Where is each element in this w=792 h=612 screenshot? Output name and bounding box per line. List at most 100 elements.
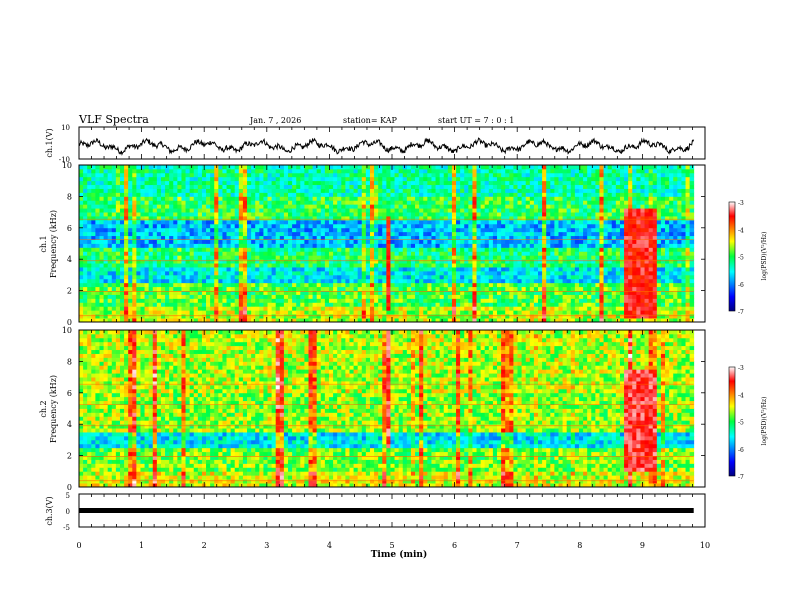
spectrogram-column: [521, 318, 527, 323]
spectrogram-column: [587, 483, 592, 488]
spectrogram-column: [558, 483, 563, 488]
spectrogram-column: [669, 318, 674, 323]
colorbar-tick-label: -7: [738, 474, 744, 481]
spectrogram-column: [283, 483, 289, 488]
spectrogram-column: [591, 483, 596, 488]
spectrogram-column: [136, 318, 141, 323]
spectrogram-column: [660, 318, 666, 323]
spectrogram-column: [320, 318, 326, 323]
spectrogram-column: [197, 318, 203, 323]
spectrogram-column: [242, 483, 248, 488]
spectrogram-column: [132, 318, 137, 323]
spectrogram-column: [333, 318, 338, 323]
spectrogram-column: [513, 483, 518, 488]
ch2-frequency-axis: 0 2 4 6 8 10: [62, 326, 705, 492]
spectrogram-column: [288, 318, 293, 323]
spectrogram-column: [341, 318, 346, 323]
spectrogram-column: [271, 318, 277, 323]
figure-title: VLF Spectra: [78, 113, 149, 126]
spectrogram-column: [181, 318, 186, 323]
spectrogram-column: [144, 483, 150, 488]
spectrogram-column: [538, 483, 543, 488]
frequency-tick-label: 0: [67, 318, 72, 327]
spectrogram-column: [308, 483, 313, 488]
spectrogram-column: [394, 483, 400, 488]
spectrogram-column: [570, 483, 576, 488]
spectrogram-column: [148, 483, 154, 488]
spectrogram-column: [345, 318, 350, 323]
spectrogram-column: [320, 483, 326, 488]
spectrogram-column: [337, 318, 342, 323]
spectrogram-column: [464, 318, 469, 323]
spectrogram-column: [140, 483, 145, 488]
spectrogram-column: [300, 483, 305, 488]
ch1-spectrogram-panel: 0 2 4 6 8 10 ch.1 Frequency (kHz): [39, 161, 706, 327]
spectrogram-column: [591, 318, 596, 323]
spectrogram-column: [87, 318, 92, 323]
spectrogram-column: [624, 483, 629, 488]
frequency-tick-label: 8: [67, 192, 72, 201]
spectrogram-column: [419, 483, 424, 488]
spectrogram-column: [206, 318, 211, 323]
spectrogram-column: [357, 318, 363, 323]
station-label: station= KAP: [343, 116, 398, 125]
spectrogram-column: [173, 318, 178, 323]
spectrogram-column: [87, 483, 92, 488]
frequency-tick-label: 0: [67, 483, 72, 492]
spectrogram-column: [353, 318, 359, 323]
spectrogram-column: [464, 483, 469, 488]
spectrogram-column: [369, 483, 375, 488]
spectrogram-column: [443, 318, 449, 323]
spectrogram-column: [660, 483, 666, 488]
spectrogram-column: [689, 483, 695, 488]
frequency-tick-label: 6: [67, 224, 72, 233]
spectrogram-column: [165, 318, 170, 323]
spectrogram-column: [451, 483, 457, 488]
spectrogram-column: [685, 483, 691, 488]
spectrogram-column: [435, 318, 441, 323]
frequency-tick-label: 2: [67, 452, 72, 461]
ch2-spectrogram-image: [79, 330, 695, 488]
spectrogram-column: [648, 483, 654, 488]
ch2-colorbar-label: log(PSD)(V²/Hz): [761, 397, 768, 446]
spectrogram-column: [283, 318, 289, 323]
spectrogram-column: [394, 318, 400, 323]
spectrogram-column: [386, 318, 391, 323]
time-tick-label: 1: [139, 541, 144, 550]
spectrogram-column: [341, 483, 346, 488]
colorbar-tick-label: -4: [738, 392, 744, 399]
spectrogram-column: [308, 318, 313, 323]
spectrogram-column: [103, 483, 109, 488]
ch3-ylabel: ch.3(V): [45, 496, 54, 525]
spectrogram-column: [222, 318, 227, 323]
spectrogram-column: [611, 318, 617, 323]
spectrogram-column: [140, 318, 145, 323]
spectrogram-column: [292, 318, 297, 323]
spectrogram-column: [275, 483, 281, 488]
ch1-waveform-line: [78, 137, 695, 156]
spectrogram-column: [185, 483, 191, 488]
spectrogram-column: [599, 483, 604, 488]
spectrogram-column: [632, 318, 637, 323]
spectrogram-column: [656, 318, 662, 323]
spectrogram-column: [210, 483, 215, 488]
spectrogram-column: [369, 318, 375, 323]
spectrogram-column: [398, 483, 404, 488]
spectrogram-column: [492, 318, 498, 323]
ch1-ylabel: ch.1(V): [45, 128, 54, 157]
ch3-ytick-top: 5: [66, 492, 70, 500]
spectrogram-column: [156, 318, 162, 323]
spectrogram-column: [644, 483, 650, 488]
time-tick-label: 10: [700, 541, 710, 550]
spectrogram-column: [460, 318, 465, 323]
spectrogram-column: [99, 483, 104, 488]
spectrogram-column: [107, 483, 113, 488]
ch1-colorbar-ticks: -3 -4 -5 -6 -7: [738, 200, 744, 316]
spectrogram-column: [509, 483, 514, 488]
time-axis-tick-labels: 0 1 2 3 4 5 6 7 8 9 10: [76, 541, 710, 550]
spectrogram-column: [529, 483, 535, 488]
spectrogram-column: [554, 318, 559, 323]
spectrogram-column: [542, 483, 547, 488]
spectrogram-column: [230, 483, 236, 488]
spectrogram-column: [296, 483, 301, 488]
